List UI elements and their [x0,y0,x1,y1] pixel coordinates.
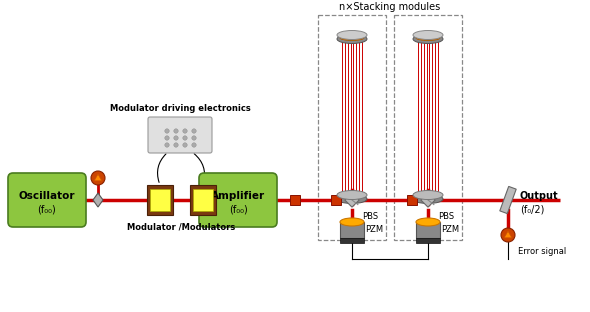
Circle shape [165,143,169,147]
Bar [331,195,341,205]
Circle shape [183,136,187,140]
Ellipse shape [413,31,443,40]
Circle shape [174,129,178,133]
Text: PZM: PZM [365,226,383,235]
Polygon shape [500,186,516,214]
Bar [150,189,170,211]
Text: PZM: PZM [441,226,459,235]
Text: n×Stacking modules: n×Stacking modules [339,2,441,12]
Circle shape [192,129,196,133]
Text: (f₀/2): (f₀/2) [520,205,545,215]
Text: PBS: PBS [438,212,454,221]
Circle shape [165,136,169,140]
Text: PBS: PBS [362,212,378,221]
Circle shape [501,228,515,242]
Text: Error signal: Error signal [518,247,566,256]
Polygon shape [94,174,102,181]
Circle shape [183,129,187,133]
Polygon shape [504,231,512,238]
Text: (f₀₀): (f₀₀) [38,205,57,215]
Ellipse shape [413,194,443,203]
Bar [190,185,216,215]
FancyBboxPatch shape [8,173,86,227]
Text: Amplifier: Amplifier [211,191,265,201]
Text: (f₀₀): (f₀₀) [229,205,247,215]
Circle shape [192,143,196,147]
Text: Output: Output [520,191,559,201]
Bar [340,222,364,238]
Bar [416,222,440,238]
Circle shape [174,143,178,147]
Bar [407,195,417,205]
Circle shape [174,136,178,140]
Ellipse shape [416,36,440,41]
Bar [290,195,300,205]
Text: Modulator driving electronics: Modulator driving electronics [110,104,250,113]
FancyBboxPatch shape [199,173,277,227]
FancyArrowPatch shape [158,154,166,183]
Ellipse shape [337,194,367,203]
Bar [416,238,440,243]
Ellipse shape [337,191,367,199]
Ellipse shape [337,35,367,43]
Bar [147,185,173,215]
Ellipse shape [413,35,443,43]
FancyArrowPatch shape [194,154,205,182]
Circle shape [183,143,187,147]
Polygon shape [93,193,103,207]
Circle shape [91,171,105,185]
Bar [318,15,386,240]
Ellipse shape [413,191,443,199]
Ellipse shape [337,31,367,40]
Ellipse shape [416,218,440,226]
Circle shape [192,136,196,140]
Ellipse shape [340,218,364,226]
Bar [340,238,364,243]
Bar [394,15,462,240]
Polygon shape [345,193,359,207]
FancyBboxPatch shape [148,117,212,153]
Ellipse shape [340,36,364,41]
Bar [193,189,213,211]
Circle shape [165,129,169,133]
Text: Modulator /Modulators: Modulator /Modulators [127,222,235,231]
Polygon shape [421,193,435,207]
Text: Oscillator: Oscillator [19,191,76,201]
